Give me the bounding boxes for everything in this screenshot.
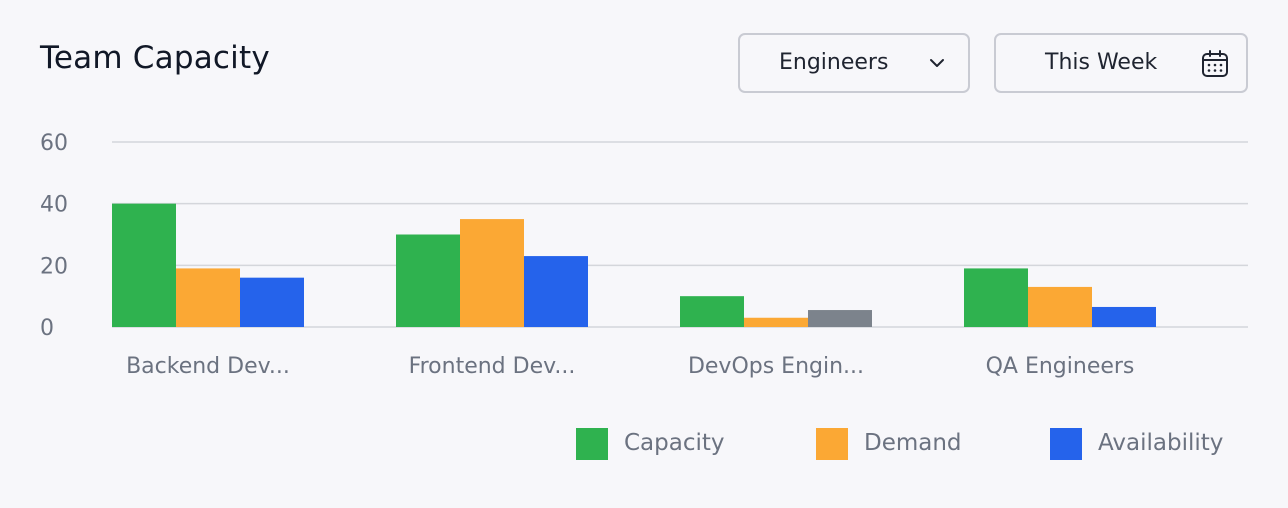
bar-demand-2[interactable] [460, 219, 524, 327]
period-filter-button[interactable]: This Week [994, 33, 1248, 93]
bar-chart: 0 20 40 60 Backend Dev... Frontend Dev... DevO… [40, 131, 1248, 379]
bar-availability-4[interactable] [1092, 306, 1156, 327]
bar-availability-2[interactable] [524, 256, 588, 327]
chevron-down-icon [930, 59, 944, 67]
y-tick-label: 60 [40, 131, 68, 156]
bar-demand-3[interactable] [744, 317, 808, 327]
bar-capacity-2[interactable] [396, 234, 460, 328]
role-filter-dropdown[interactable]: Engineers [738, 33, 970, 93]
bar-capacity-4[interactable] [964, 268, 1028, 327]
bar-availability-3[interactable] [808, 310, 872, 327]
card-title: Team Capacity [40, 40, 270, 76]
legend-label-capacity: Capacity [624, 430, 725, 456]
x-tick-label: QA Engineers [986, 354, 1135, 379]
y-tick-label: 40 [40, 193, 68, 218]
legend-swatch-demand [816, 428, 848, 460]
x-tick-label: DevOps Engin... [688, 354, 864, 379]
bar-demand-4[interactable] [1028, 286, 1092, 327]
x-tick-label: Frontend Dev... [409, 354, 576, 379]
calendar-icon [1202, 50, 1228, 77]
bar-demand-1[interactable] [176, 268, 240, 327]
role-filter-value: Engineers [779, 50, 889, 75]
y-tick-label: 20 [40, 254, 68, 279]
bar-capacity-1[interactable] [112, 203, 176, 327]
bar-availability-1[interactable] [240, 277, 304, 327]
period-filter-value: This Week [1045, 50, 1158, 75]
legend-label-availability: Availability [1098, 430, 1224, 456]
x-tick-label: Backend Dev... [126, 354, 290, 379]
legend-swatch-availability [1050, 428, 1082, 460]
legend-swatch-capacity [576, 428, 608, 460]
legend-label-demand: Demand [864, 430, 962, 456]
bar-capacity-3[interactable] [680, 296, 744, 327]
y-tick-label: 0 [40, 316, 54, 341]
